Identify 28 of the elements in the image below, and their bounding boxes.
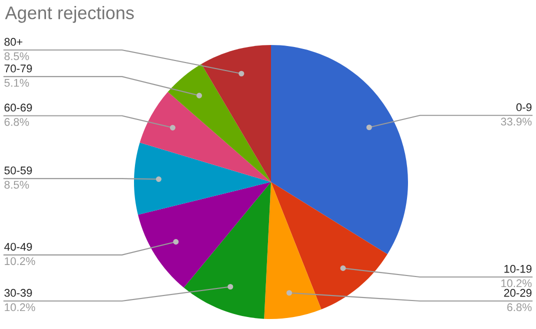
slice-label: 40-49 — [4, 242, 32, 251]
slice-label: 20-29 — [504, 288, 532, 297]
pie-slice — [184, 182, 271, 319]
pie-slice — [271, 45, 408, 254]
data-label: 6.8% — [4, 118, 29, 126]
pie-slice — [138, 182, 271, 288]
slice-label: 70-79 — [4, 64, 32, 72]
slice-label: 80+ — [4, 38, 22, 46]
data-label: 10.2% — [4, 303, 36, 312]
pie-slice — [168, 64, 271, 182]
data-label: 10.2% — [501, 279, 532, 288]
pie-slice — [201, 45, 271, 182]
chart-title: Agent rejections — [5, 6, 134, 23]
pie-slice — [140, 92, 271, 182]
data-label: 33.9% — [500, 118, 532, 126]
pie-slice — [264, 182, 322, 319]
slice-label: 60-69 — [4, 104, 32, 112]
data-label: 8.5% — [4, 180, 29, 189]
data-label: 10.2% — [4, 257, 36, 266]
pie-slice — [271, 182, 388, 310]
slice-label: 50-59 — [4, 166, 32, 174]
data-label: 8.5% — [4, 52, 29, 60]
pie-slice — [134, 142, 271, 215]
data-label: 5.1% — [4, 78, 29, 87]
slice-label: 10-19 — [504, 264, 532, 273]
slice-label: 30-39 — [4, 288, 32, 297]
data-label: 6.8% — [507, 303, 532, 312]
slice-label: 0-9 — [516, 103, 532, 112]
